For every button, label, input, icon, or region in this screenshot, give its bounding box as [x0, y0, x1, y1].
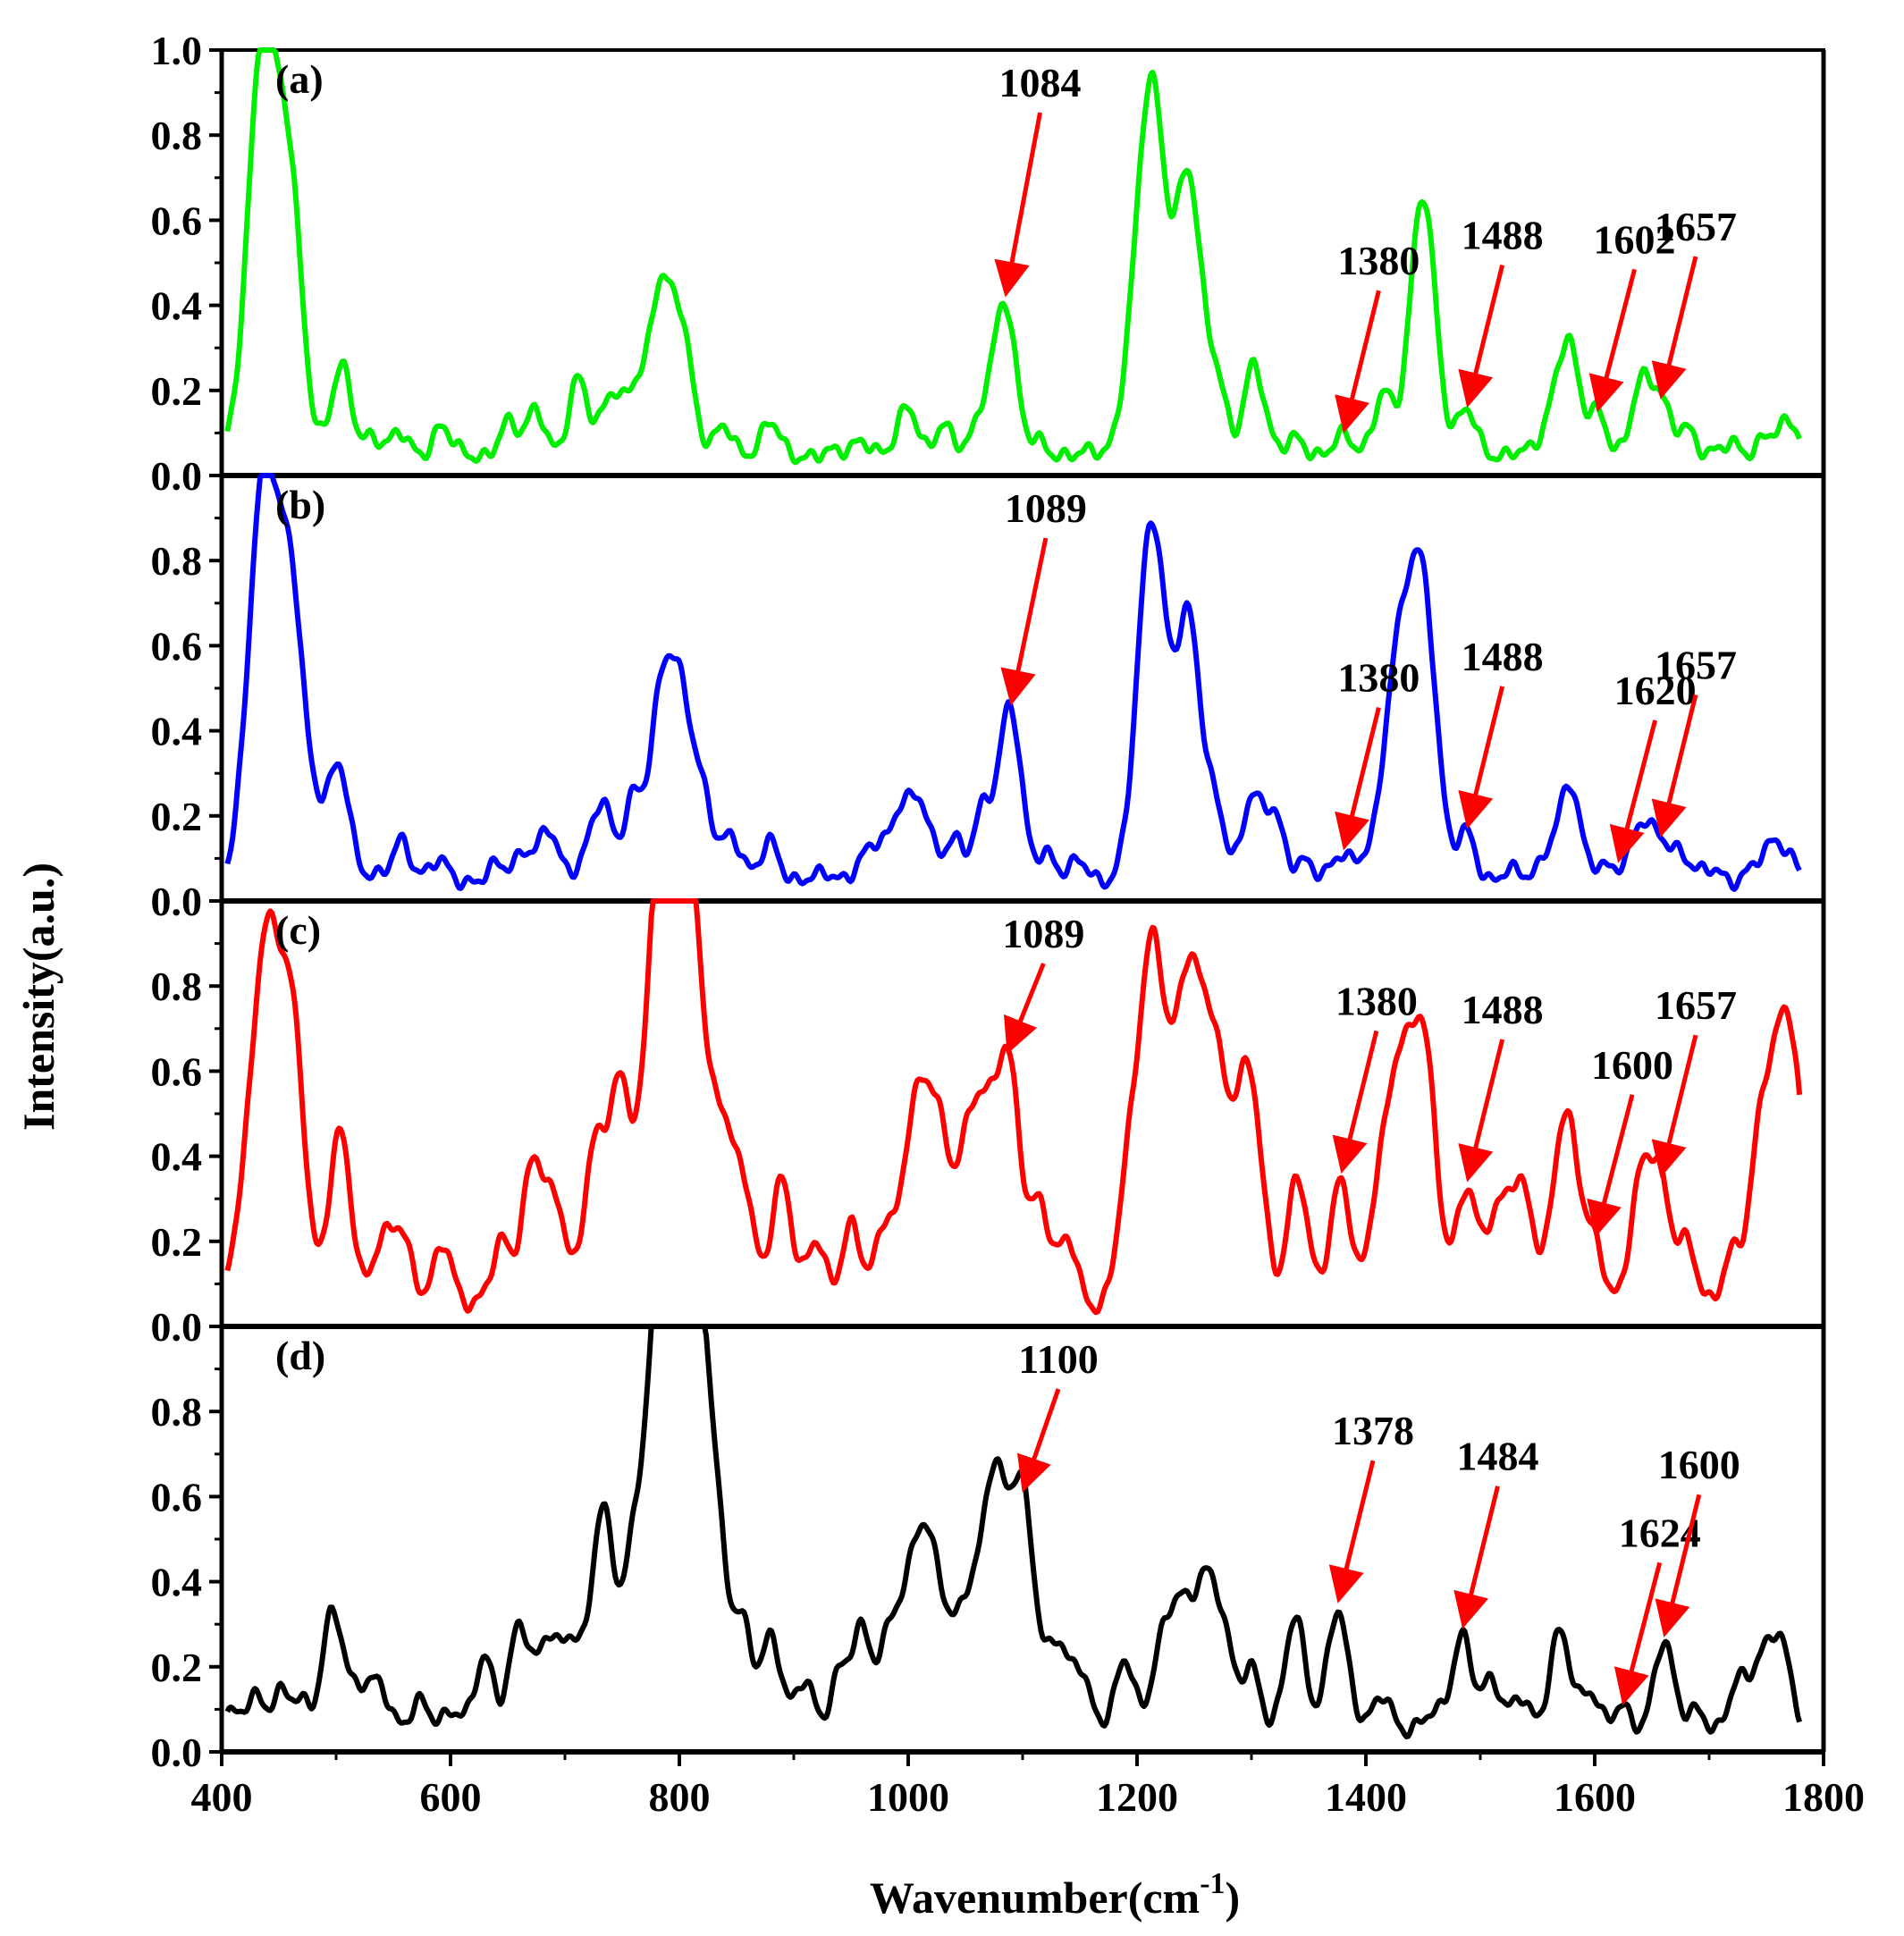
annotation-arrow — [1613, 1561, 1663, 1706]
panel-label: (b) — [275, 482, 325, 527]
x-tick-label: 800 — [649, 1774, 711, 1820]
annotation-arrow — [1458, 265, 1505, 408]
y-tick-label: 0.0 — [151, 1730, 203, 1775]
y-tick-label: 0.4 — [151, 1134, 203, 1180]
annotation-label: 1602 — [1594, 216, 1676, 262]
annotation-label: 1488 — [1462, 987, 1544, 1032]
annotation-label: 1378 — [1332, 1408, 1414, 1453]
annotation-arrow — [1587, 1094, 1635, 1238]
y-tick-label: 0.6 — [151, 198, 203, 243]
x-tick-label: 1200 — [1096, 1774, 1178, 1820]
y-tick-label: 0.2 — [151, 794, 203, 839]
x-tick-label: 1400 — [1325, 1774, 1407, 1820]
y-tick-label: 0.2 — [151, 1645, 203, 1690]
annotation-label: 1657 — [1655, 204, 1737, 249]
annotation-label: 1600 — [1658, 1442, 1740, 1487]
annotation-label: 1488 — [1462, 213, 1544, 258]
spectrum-line — [224, 898, 1803, 1316]
y-tick-label: 0.8 — [151, 1389, 203, 1435]
y-axis-title: Intensity(a.u.) — [13, 863, 63, 1131]
y-tick-label: 0.2 — [151, 1219, 203, 1265]
annotation-label: 1380 — [1335, 978, 1418, 1023]
annotation-label: 1657 — [1655, 642, 1737, 687]
annotation-label: 1657 — [1655, 982, 1737, 1028]
panel-label: (a) — [275, 56, 324, 102]
annotation-label: 1084 — [999, 60, 1082, 105]
x-tick-label: 400 — [191, 1774, 253, 1820]
annotation-label: 1089 — [1005, 485, 1087, 531]
x-axis: 400 600 800 1000 1200 1400 1600 1800 — [191, 1752, 1865, 1820]
x-tick-label: 1600 — [1554, 1774, 1636, 1820]
panel-c: 0.0 0.2 0.4 0.6 0.8 (c) 1089 1380 1488 1600 1657 — [151, 898, 1826, 1350]
annotation-label: 1600 — [1591, 1042, 1673, 1088]
x-axis-title: Wavenumber(cm-1) — [870, 1867, 1240, 1923]
y-tick-label: 0.4 — [151, 709, 203, 754]
annotation-label: 1380 — [1337, 238, 1420, 283]
spectrum-line — [224, 1324, 1802, 1739]
annotation-arrow — [1000, 537, 1049, 706]
annotation-arrow — [1328, 1460, 1376, 1604]
spectrum-line — [224, 473, 1802, 892]
x-tick-label: 1800 — [1782, 1774, 1865, 1820]
y-tick-label: 0.0 — [151, 1304, 203, 1350]
annotation-arrow — [1458, 1039, 1505, 1183]
annotation-arrow — [1003, 963, 1046, 1055]
annotation-arrow — [994, 112, 1042, 298]
annotation-arrow — [1335, 290, 1381, 433]
annotation-label: 1089 — [1002, 911, 1084, 956]
annotation-arrow — [1332, 1030, 1379, 1174]
annotation-arrow — [1588, 268, 1637, 413]
annotation-arrow — [1453, 1486, 1500, 1629]
annotation-arrow — [1651, 256, 1698, 400]
annotation-arrow — [1651, 694, 1698, 838]
panel-a: 1.0 0.8 0.6 0.4 0.2 0.0 (a) 1084 1380 1488 1602165… — [151, 28, 1826, 499]
y-tick-label: 0.6 — [151, 1048, 203, 1094]
annotation-arrow — [1651, 1034, 1698, 1178]
annotation-arrow — [1655, 1494, 1702, 1637]
annotation-label: 1484 — [1457, 1434, 1539, 1479]
annotation-label: 1100 — [1018, 1336, 1098, 1382]
y-tick-label: 0.6 — [151, 1474, 203, 1519]
annotation-arrow — [1609, 720, 1658, 863]
y-tick-label: 0.6 — [151, 623, 203, 669]
y-tick-label: 0.0 — [151, 879, 203, 924]
y-tick-label: 0.4 — [151, 283, 203, 329]
y-tick-label: 0.0 — [151, 453, 203, 499]
x-tick-label: 600 — [420, 1774, 482, 1820]
spectrum-line — [224, 47, 1802, 466]
annotation-arrow — [1458, 686, 1505, 829]
annotation-label: 1380 — [1337, 655, 1420, 701]
panel-label: (d) — [275, 1333, 325, 1378]
y-tick-label: 0.8 — [151, 538, 203, 584]
y-tick-label: 0.8 — [151, 113, 203, 158]
y-tick-label: 0.2 — [151, 368, 203, 414]
y-tick-label: 0.8 — [151, 964, 203, 1009]
annotation-arrow — [1016, 1388, 1061, 1493]
annotation-label: 1620 — [1614, 668, 1697, 713]
y-tick-label: 1.0 — [151, 28, 203, 73]
annotation-label: 1488 — [1462, 634, 1544, 679]
panel-label: (c) — [275, 907, 321, 953]
y-tick-label: 0.4 — [151, 1560, 203, 1605]
annotation-arrow — [1335, 707, 1381, 851]
x-tick-label: 1000 — [867, 1774, 949, 1820]
